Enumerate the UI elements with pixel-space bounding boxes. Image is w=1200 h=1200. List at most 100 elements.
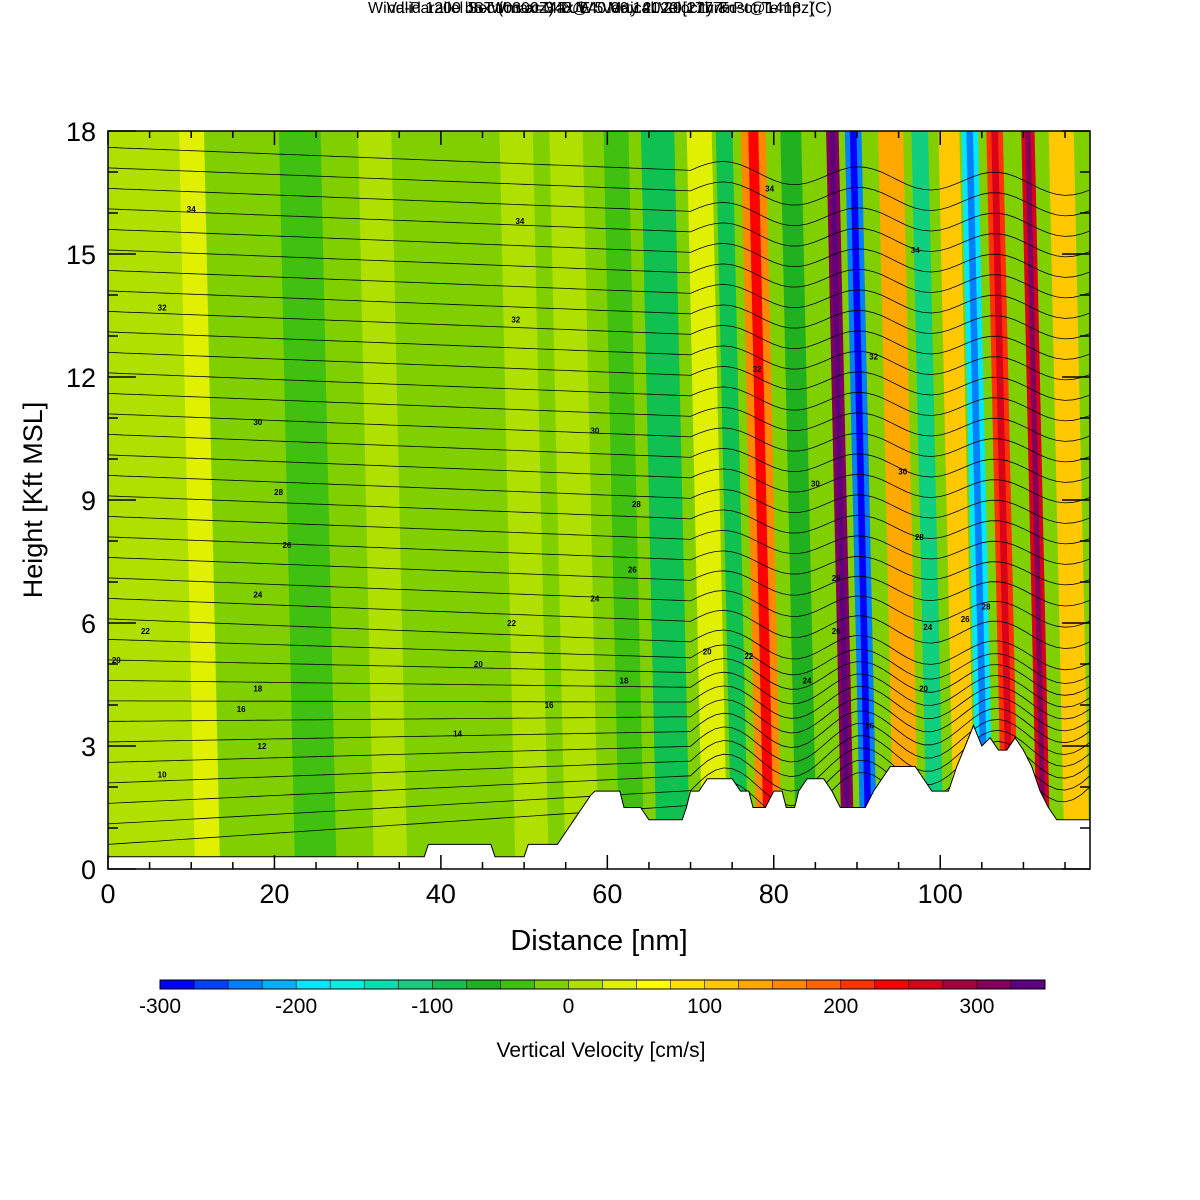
isentrope-label: 14 [453,730,462,739]
isentrope-line [108,718,1090,763]
isentrope-label: 16 [545,701,554,710]
isentrope-line [108,639,1090,684]
isentrope-label: 28 [982,603,991,612]
isentrope-label: 34 [515,217,524,226]
colorbar-tick-label: -100 [411,995,453,1018]
svg-text:16: 16 [865,722,874,731]
x-tick-label: 20 [259,879,289,909]
svg-text:30: 30 [590,426,599,435]
colorbar-swatch [636,980,672,989]
isentrope-label: 18 [253,685,262,694]
isentrope-line [108,229,1090,278]
isentrope-line [108,372,1090,422]
svg-text:20: 20 [474,660,483,669]
svg-text:34: 34 [765,184,774,193]
copyright-mark: (C) [809,0,832,17]
x-tick-label: 60 [592,879,622,909]
isentrope-label: 18 [620,676,629,685]
svg-text:18: 18 [620,676,629,685]
isentrope-label: 22 [744,652,753,661]
y-axis-label: Height [Kft MSL] [18,402,48,599]
isentrope-label: 30 [253,418,262,427]
colorbar-swatch [908,980,944,989]
velocity-band-15 [878,131,920,869]
colorbar-tick-label: 0 [563,995,575,1018]
velocity-band-10 [715,131,749,869]
colorbar-swatch [942,980,978,989]
isentrope-line [108,598,1090,649]
chart-subtitle: Valid 1200 JST (0300Z) TUE 5 May 2020 [2… [0,0,1200,18]
velocity-core-14 [849,131,873,869]
potential-temperature-contours: 20 22 10 32 34 16 18 24 30 12 28 26 14 20 22 32 34 16 24 30… [108,147,1090,845]
velocity-band-16 [911,131,945,869]
colorbar-swatch [330,980,365,989]
x-tick-label: 100 [918,879,963,909]
isentrope-line [108,270,1090,319]
isentrope-label: 34 [911,246,920,255]
svg-text:14: 14 [453,730,462,739]
isentrope-line [108,475,1090,524]
isentrope-label: 30 [898,467,907,476]
svg-text:20: 20 [703,648,712,657]
isentrope-line [108,331,1090,381]
svg-text:24: 24 [923,623,932,632]
svg-text:28: 28 [982,603,991,612]
colorbar-tick-label: 100 [687,995,722,1018]
svg-text:28: 28 [632,500,641,509]
isentrope-line [108,290,1090,340]
isentrope-label: 26 [832,627,841,636]
isentrope-label: 28 [832,574,841,583]
valid-date: TUE 5 May 2020 [558,0,679,17]
y-tick-label: 9 [81,486,96,516]
svg-text:22: 22 [744,652,753,661]
isentrope-line [108,671,1090,708]
y-tick-label: 6 [81,609,96,639]
colorbar-swatch [194,980,229,989]
velocity-band-2 [278,131,337,869]
isentrope-label: 24 [253,590,262,599]
svg-text:32: 32 [869,353,878,362]
colorbar-swatch [160,980,195,989]
isentrope-label: 10 [158,771,167,780]
colorbar-tick-label: 300 [959,995,994,1018]
velocity-band-12 [780,131,818,869]
velocity-band-1 [179,131,221,869]
svg-text:30: 30 [898,467,907,476]
velocity-band-8 [640,131,691,869]
svg-text:34: 34 [515,217,524,226]
isentrope-label: 30 [811,480,820,489]
svg-text:22: 22 [141,627,150,636]
colorbar-swatch [670,980,706,989]
isentrope-line [108,729,1090,784]
svg-text:26: 26 [961,615,970,624]
isentrope-line [108,454,1090,504]
terrain-mask [107,724,1091,870]
y-tick-label: 12 [66,363,96,393]
colorbar-swatch [874,980,910,989]
isentrope-label: 22 [507,619,516,628]
svg-text:22: 22 [507,619,516,628]
colorbar-swatch [432,980,467,989]
colorbar-swatch [806,980,842,989]
velocity-band-0 [108,131,200,869]
colorbar-swatch [772,980,808,989]
colorbar-swatch [840,980,876,989]
x-tick-label: 80 [759,879,789,909]
isentrope-line [108,393,1090,442]
svg-text:24: 24 [803,676,812,685]
colorbar-swatch [704,980,740,989]
colorbar-label: Vertical Velocity [cm/s] [497,1039,706,1062]
svg-text:18: 18 [253,685,262,694]
isentrope-label: 32 [869,353,878,362]
velocity-band-6 [549,131,599,869]
chart-title-text: Wind-Parallel Section at Max W: Vertical… [368,0,806,17]
colorbar-swatch [398,980,433,989]
svg-text:24: 24 [253,590,262,599]
velocity-core-18 [966,131,989,869]
isentrope-line [108,311,1090,360]
x-axis-label: Distance [nm] [510,925,687,957]
y-tick-label: 3 [81,732,96,762]
svg-text:34: 34 [187,205,196,214]
velocity-core-11 [748,131,775,869]
colorbar-swatch [1010,980,1046,989]
